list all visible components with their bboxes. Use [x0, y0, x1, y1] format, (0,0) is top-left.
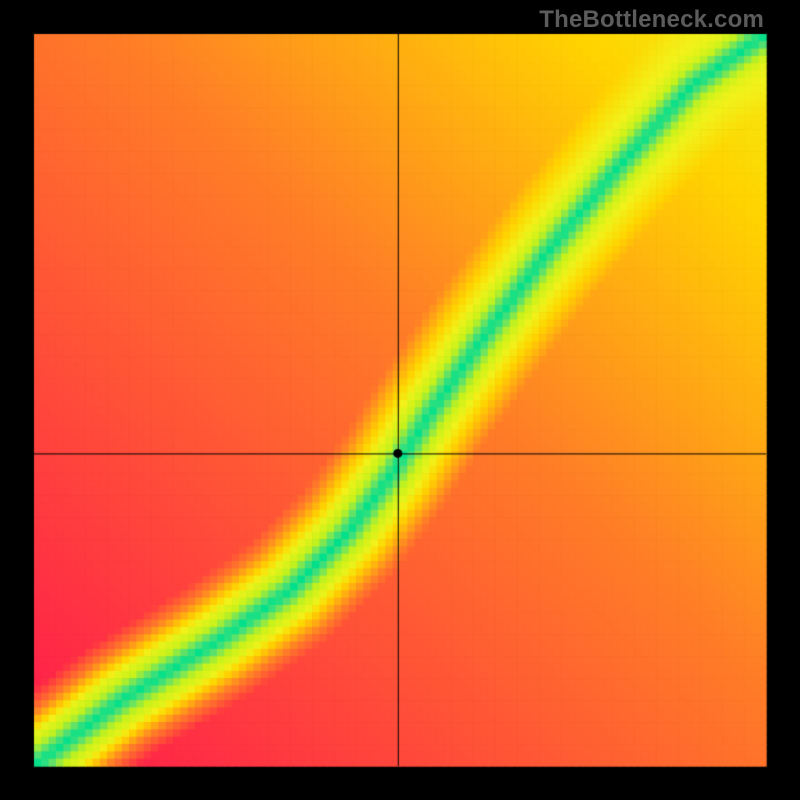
heatmap-canvas [0, 0, 800, 800]
attribution-text: TheBottleneck.com [539, 6, 764, 34]
chart-container: { "attribution": { "text": "TheBottlenec… [0, 0, 800, 800]
